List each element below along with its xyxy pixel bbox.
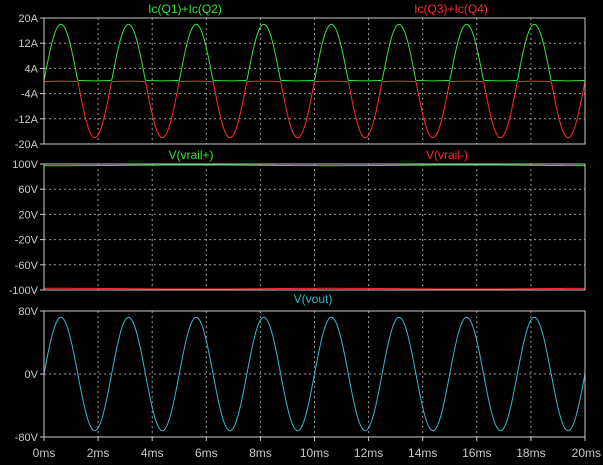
- current-grid: [44, 18, 585, 144]
- output-y-axis: 80V 0V -80V: [15, 306, 44, 444]
- legend-ic-q1-q2[interactable]: Ic(Q1)+Ic(Q2): [148, 2, 222, 16]
- y-tick-label: -100V: [9, 285, 39, 297]
- x-tick-label: 20ms: [572, 446, 601, 460]
- y-tick-label: 4A: [25, 63, 39, 75]
- x-tick-label: 2ms: [87, 446, 110, 460]
- x-tick-label: 10ms: [300, 446, 329, 460]
- y-tick-label: 0V: [25, 369, 39, 381]
- y-tick-label: 60V: [18, 184, 38, 196]
- y-tick-label: -4A: [21, 89, 39, 101]
- legend-vout[interactable]: V(vout): [294, 292, 333, 306]
- rail-frame: [43, 163, 586, 291]
- x-tick-label: 14ms: [408, 446, 437, 460]
- ic-q3-q4-trace: [43, 80, 586, 139]
- x-tick-label: 0ms: [33, 446, 56, 460]
- current-y-axis: 20A 12A 4A -4A -12A -20A: [15, 13, 44, 151]
- y-tick-label: -12A: [15, 114, 39, 126]
- current-frame: [43, 17, 586, 145]
- rail-y-axis: 100V 60V 20V -20V -60V -100V: [9, 159, 44, 297]
- y-tick-label: 100V: [12, 159, 38, 171]
- vrail-minus-trace: [44, 287, 586, 290]
- y-tick-label: 80V: [18, 306, 38, 318]
- x-tick-label: 4ms: [141, 446, 164, 460]
- y-tick-label: 20A: [18, 13, 38, 25]
- y-tick-label: -80V: [15, 432, 39, 444]
- y-tick-label: 12A: [18, 38, 38, 50]
- x-tick-label: 16ms: [462, 446, 491, 460]
- time-axis: 0ms 2ms 4ms 6ms 8ms 10ms 12ms 14ms 16ms 18ms 20ms: [33, 437, 601, 460]
- x-tick-label: 18ms: [516, 446, 545, 460]
- legend-ic-q3-q4[interactable]: Ic(Q3)+Ic(Q4): [414, 2, 488, 16]
- y-tick-label: 20V: [18, 209, 38, 221]
- y-tick-label: -20A: [15, 139, 39, 151]
- current-panel[interactable]: Ic(Q1)+Ic(Q2) Ic(Q3)+Ic(Q4) 20A 12A 4A -4A -…: [15, 2, 586, 151]
- rail-panel[interactable]: V(vrail+) V(vrail-) 100V 60V 20V -20V -60V -1…: [9, 148, 586, 297]
- x-tick-label: 12ms: [354, 446, 383, 460]
- y-tick-label: -60V: [15, 260, 39, 272]
- y-tick-label: -20V: [15, 235, 39, 247]
- rail-grid: [44, 164, 585, 290]
- legend-vrail-minus[interactable]: V(vrail-): [426, 148, 468, 162]
- vout-trace: [43, 316, 586, 432]
- vrail-plus-trace: [44, 164, 586, 167]
- x-tick-label: 8ms: [249, 446, 272, 460]
- legend-vrail-plus[interactable]: V(vrail+): [168, 148, 213, 162]
- x-tick-label: 6ms: [195, 446, 218, 460]
